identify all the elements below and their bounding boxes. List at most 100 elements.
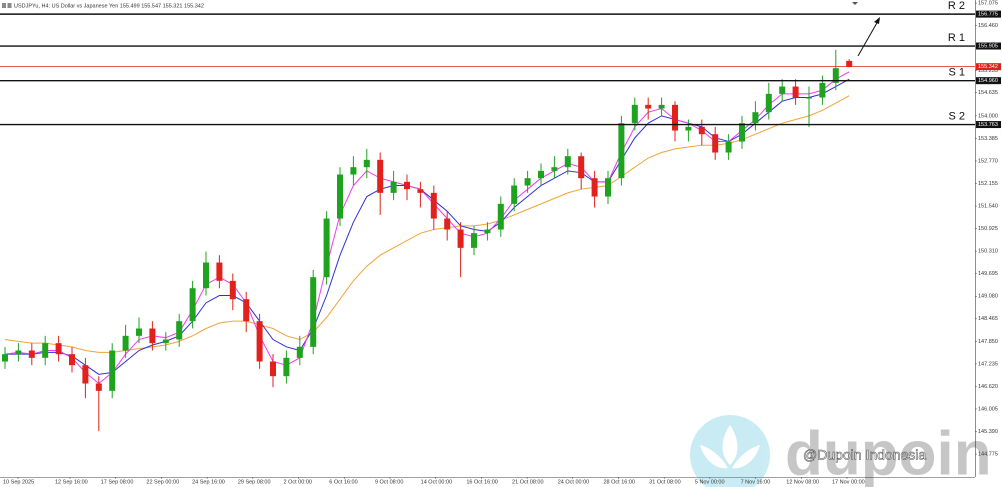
y-tick-label: 147.235 bbox=[978, 361, 998, 367]
candle-body bbox=[323, 218, 330, 278]
candle-body bbox=[645, 104, 652, 109]
candle-body bbox=[350, 167, 357, 175]
x-tick-label: 7 Nov 16:00 bbox=[741, 479, 771, 485]
candle-body bbox=[631, 104, 638, 124]
x-tick-label: 24 Oct 00:00 bbox=[558, 479, 590, 485]
candle-body bbox=[832, 68, 839, 83]
candle-body bbox=[564, 156, 571, 168]
candle-body bbox=[846, 60, 853, 67]
y-tick-label: 146.620 bbox=[978, 384, 998, 390]
candle-body bbox=[176, 321, 183, 340]
y-tick-label: 152.770 bbox=[978, 158, 998, 164]
level-name: R 1 bbox=[948, 32, 965, 44]
candle-body bbox=[404, 181, 410, 190]
candle-body bbox=[69, 354, 75, 366]
x-tick-label: 16 Oct 16:00 bbox=[466, 479, 498, 485]
candle-body bbox=[363, 159, 370, 168]
candle-body bbox=[283, 357, 290, 377]
x-tick-label: 17 Nov 00:00 bbox=[832, 479, 865, 485]
candle-body bbox=[229, 280, 236, 300]
moving-average bbox=[5, 78, 850, 375]
candle-body bbox=[189, 288, 196, 322]
y-tick-label: 150.310 bbox=[978, 249, 998, 255]
level-price-label: 154.960 bbox=[978, 78, 998, 84]
candle-body bbox=[296, 346, 303, 358]
x-tick-label: 21 Oct 08:00 bbox=[512, 479, 544, 485]
y-tick-label: 149.695 bbox=[978, 271, 998, 277]
candle-body bbox=[765, 93, 772, 113]
y-tick-label: 155.235 bbox=[978, 68, 998, 74]
y-tick-label: 153.385 bbox=[978, 136, 998, 142]
x-tick-label: 24 Sep 16:00 bbox=[192, 479, 225, 485]
price-box bbox=[976, 63, 1001, 71]
x-tick-label: 5 Nov 00:00 bbox=[695, 479, 725, 485]
candle-body bbox=[591, 178, 598, 197]
x-tick-label: 31 Oct 08:00 bbox=[649, 479, 681, 485]
candle-body bbox=[524, 178, 531, 186]
candle-body bbox=[55, 343, 62, 355]
candle-body bbox=[484, 229, 491, 234]
candle-body bbox=[149, 328, 156, 344]
candle-body bbox=[712, 134, 719, 153]
x-tick-label: 29 Sep 08:00 bbox=[238, 479, 271, 485]
shift-marker bbox=[852, 2, 858, 5]
candle-body bbox=[752, 112, 759, 124]
x-tick-label: 28 Oct 16:00 bbox=[603, 479, 635, 485]
price-label: 155.342 bbox=[978, 64, 998, 70]
header-icon bbox=[2, 3, 6, 8]
level-price-box bbox=[976, 121, 1001, 129]
candle-body bbox=[337, 174, 343, 219]
credit: @Dupoin Indonesia bbox=[803, 447, 926, 463]
y-tick-label: 146.005 bbox=[978, 406, 998, 412]
x-tick-label: 10 Sep 2025 bbox=[3, 479, 34, 485]
candle-body bbox=[457, 229, 464, 248]
candle-body bbox=[216, 262, 223, 281]
level-price-box bbox=[976, 42, 1001, 50]
level-name: S 1 bbox=[948, 67, 965, 79]
candle-body bbox=[792, 86, 799, 98]
candle-body bbox=[618, 123, 625, 179]
candle-body bbox=[28, 350, 35, 358]
candle-body bbox=[538, 170, 544, 179]
candle-body bbox=[806, 97, 812, 99]
chart-header: USDJPYu, H4: US Dollar vs Japanese Yen 1… bbox=[14, 3, 204, 9]
candle-body bbox=[256, 321, 263, 362]
candle-body bbox=[270, 361, 276, 377]
watermark-logo bbox=[690, 415, 770, 487]
candle-body bbox=[551, 167, 558, 171]
candle-body bbox=[203, 262, 209, 289]
candle-body bbox=[2, 354, 8, 362]
y-tick-label: 145.390 bbox=[978, 429, 998, 435]
level-price-box bbox=[976, 77, 1001, 85]
candle-body bbox=[471, 233, 477, 248]
y-tick-label: 154.635 bbox=[978, 90, 998, 96]
candle-body bbox=[310, 277, 317, 347]
candle-body bbox=[779, 86, 786, 94]
level-price-label: 155.905 bbox=[978, 43, 998, 49]
candle-body bbox=[819, 82, 826, 98]
candle-body bbox=[672, 104, 678, 131]
x-tick-label: 12 Sep 16:00 bbox=[55, 479, 88, 485]
y-tick-label: 156.460 bbox=[978, 23, 998, 29]
level-name: S 2 bbox=[948, 110, 965, 122]
y-tick-label: 152.155 bbox=[978, 181, 998, 187]
candle-body bbox=[725, 141, 732, 153]
x-tick-label: 17 Sep 08:00 bbox=[101, 479, 134, 485]
y-tick-label: 148.465 bbox=[978, 316, 998, 322]
candle-body bbox=[685, 126, 692, 131]
level-name: R 2 bbox=[948, 0, 965, 12]
x-tick-label: 22 Sep 00:00 bbox=[146, 479, 179, 485]
watermark-text: dupoin bbox=[785, 419, 992, 487]
x-tick-label: 14 Oct 00:00 bbox=[421, 479, 453, 485]
candle-body bbox=[658, 104, 665, 109]
y-tick-label: 157.075 bbox=[978, 1, 998, 7]
candle-body bbox=[15, 350, 22, 355]
candle-body bbox=[136, 328, 142, 336]
candle-body bbox=[497, 203, 504, 230]
candle-body bbox=[578, 156, 585, 179]
candle-body bbox=[390, 181, 397, 193]
candle-body bbox=[377, 159, 384, 193]
y-tick-label: 147.850 bbox=[978, 339, 998, 345]
